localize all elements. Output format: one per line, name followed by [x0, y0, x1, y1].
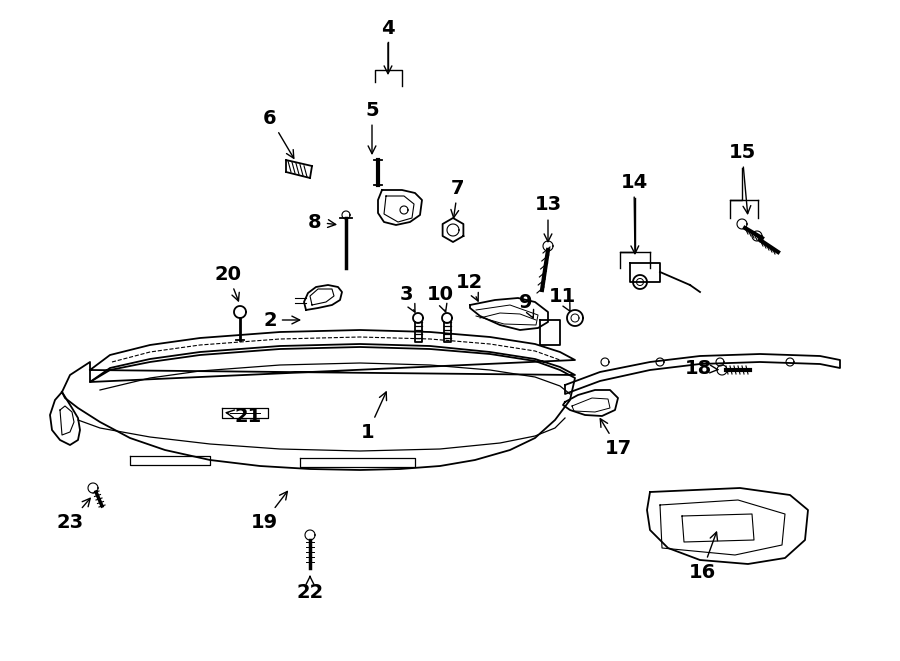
Text: 10: 10	[427, 286, 454, 312]
Text: 16: 16	[688, 532, 717, 582]
Text: 21: 21	[226, 407, 262, 426]
Text: 13: 13	[535, 196, 562, 242]
Text: 15: 15	[728, 143, 756, 214]
Text: 7: 7	[451, 178, 464, 217]
Text: 6: 6	[263, 108, 293, 158]
Text: 14: 14	[620, 173, 648, 254]
Text: 22: 22	[296, 576, 324, 602]
Text: 17: 17	[600, 418, 632, 457]
Text: 3: 3	[400, 286, 415, 312]
Text: 12: 12	[455, 272, 482, 301]
Text: 5: 5	[365, 100, 379, 153]
Text: 2: 2	[263, 311, 300, 329]
Text: 18: 18	[684, 358, 718, 377]
Text: 20: 20	[214, 264, 241, 301]
Text: 9: 9	[519, 293, 534, 318]
Text: 4: 4	[382, 19, 395, 73]
Text: 8: 8	[308, 212, 336, 231]
Text: 19: 19	[250, 491, 287, 531]
Text: 1: 1	[361, 392, 386, 442]
Text: 11: 11	[548, 286, 576, 311]
Text: 23: 23	[57, 498, 90, 531]
